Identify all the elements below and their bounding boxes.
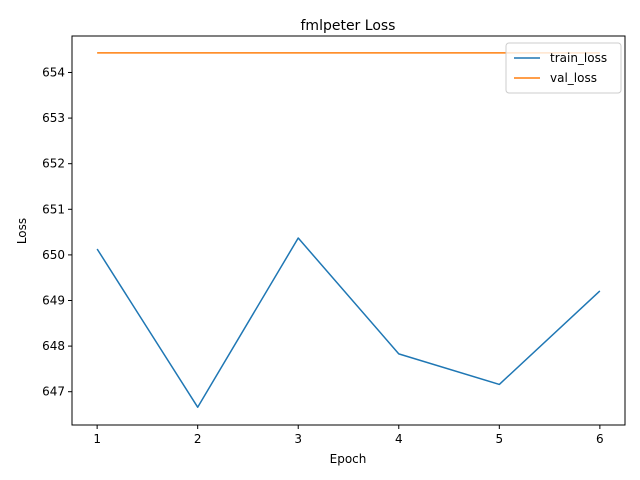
y-tick-label: 647	[42, 385, 65, 399]
legend-label: train_loss	[550, 51, 607, 65]
x-axis-label: Epoch	[330, 452, 367, 466]
series-line-train-loss	[96, 237, 601, 408]
plot-area	[96, 52, 601, 408]
y-tick-label: 652	[42, 157, 65, 171]
y-tick-label: 651	[42, 202, 65, 216]
y-axis-label: Loss	[15, 218, 29, 244]
y-tick-label: 654	[42, 65, 65, 79]
y-axis-ticks: 647 648 649 650 651 652 653 654	[42, 65, 72, 399]
x-tick-label: 2	[194, 432, 202, 446]
x-tick-label: 5	[495, 432, 503, 446]
y-tick-label: 653	[42, 111, 65, 125]
x-tick-label: 1	[93, 432, 101, 446]
x-axis-ticks: 1 2 3 4 5 6	[93, 425, 604, 446]
x-tick-label: 6	[596, 432, 604, 446]
legend-label: val_loss	[550, 71, 597, 85]
x-tick-label: 4	[395, 432, 403, 446]
y-tick-label: 648	[42, 339, 65, 353]
x-tick-label: 3	[294, 432, 302, 446]
axes-frame	[71, 35, 626, 426]
y-tick-label: 650	[42, 248, 65, 262]
y-tick-label: 649	[42, 294, 65, 308]
legend-box	[505, 42, 622, 94]
legend: train_loss val_loss	[505, 42, 622, 94]
chart-title: fmlpeter Loss	[301, 18, 396, 34]
